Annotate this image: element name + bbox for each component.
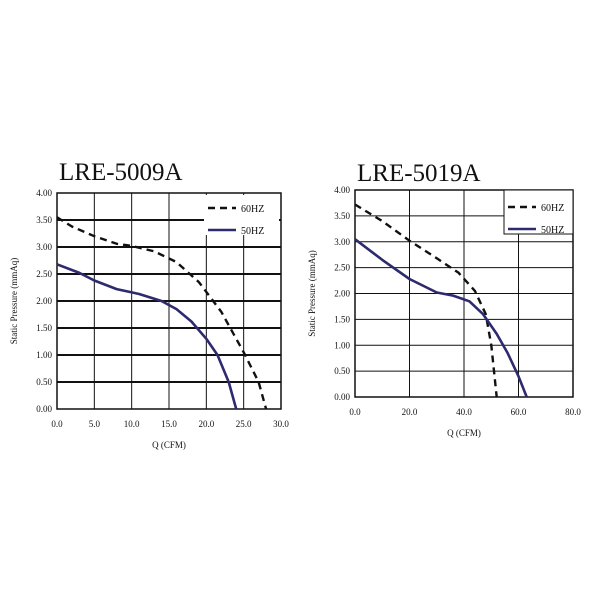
chart-title: LRE-5009A <box>59 159 183 186</box>
legend-label-50hz: 50HZ <box>241 226 264 237</box>
y-tick-label: 0.00 <box>334 392 350 402</box>
x-tick-label: 15.0 <box>161 419 177 429</box>
y-tick-label: 1.00 <box>36 350 52 360</box>
series-line-50hz <box>354 238 528 398</box>
y-tick-label: 0.00 <box>36 404 52 414</box>
y-tick-label: 2.00 <box>36 296 52 306</box>
legend-label-60hz: 60HZ <box>541 203 564 214</box>
y-tick-label: 0.50 <box>334 366 350 376</box>
x-axis-label: Q (CFM) <box>447 428 481 438</box>
y-tick-label: 1.00 <box>334 340 350 350</box>
y-tick-label: 4.00 <box>36 188 52 198</box>
chart-lre-5009a: LRE-5009A 0.00 0.50 1.00 1.50 2.00 2.50 3.00 3.5… <box>9 159 289 450</box>
y-tick-label: 0.50 <box>36 377 52 387</box>
legend: 60HZ 50HZ <box>503 189 574 236</box>
y-tick-label: 2.50 <box>334 263 350 273</box>
x-tick-label: 30.0 <box>273 419 289 429</box>
x-tick-label: 20.0 <box>402 407 418 417</box>
y-tick-label: 2.00 <box>334 289 350 299</box>
y-tick-label: 3.50 <box>36 215 52 225</box>
y-axis-label: Static Pressure (mmAq) <box>9 258 19 344</box>
plot-frame <box>354 189 574 398</box>
x-tick-label: 40.0 <box>456 407 472 417</box>
x-tick-label: 20.0 <box>198 419 214 429</box>
y-tick-label: 1.50 <box>36 323 52 333</box>
x-tick-label: 60.0 <box>511 407 527 417</box>
x-tick-label: 80.0 <box>565 407 581 417</box>
y-tick-label: 4.00 <box>334 185 350 195</box>
series-line-50hz <box>56 263 238 410</box>
y-tick-label: 3.00 <box>36 242 52 252</box>
chart-title: LRE-5019A <box>357 160 481 187</box>
legend: 60HZ 50HZ <box>204 195 279 237</box>
y-axis-label: Static Pressure (mmAq) <box>307 250 317 336</box>
y-tick-label: 3.00 <box>334 237 350 247</box>
x-tick-label: 0.0 <box>51 419 63 429</box>
y-tick-label: 1.50 <box>334 314 350 324</box>
legend-label-60hz: 60HZ <box>241 204 264 215</box>
chart-lre-5019a: LRE-5019A 0.00 0.50 1.00 1.50 2.00 2.50 3.00 3.5… <box>307 160 581 438</box>
x-tick-label: 5.0 <box>89 419 101 429</box>
plot-frame <box>56 192 282 410</box>
series-line-60hz <box>56 216 268 410</box>
y-tick-label: 2.50 <box>36 269 52 279</box>
x-tick-label: 25.0 <box>236 419 252 429</box>
x-tick-label: 10.0 <box>124 419 140 429</box>
legend-label-50hz: 50HZ <box>541 225 564 236</box>
series-line-60hz <box>354 203 498 398</box>
legend-box <box>503 189 574 235</box>
x-tick-label: 0.0 <box>349 407 361 417</box>
x-axis-label: Q (CFM) <box>152 440 186 450</box>
legend-background <box>204 195 279 235</box>
y-tick-label: 3.50 <box>334 211 350 221</box>
